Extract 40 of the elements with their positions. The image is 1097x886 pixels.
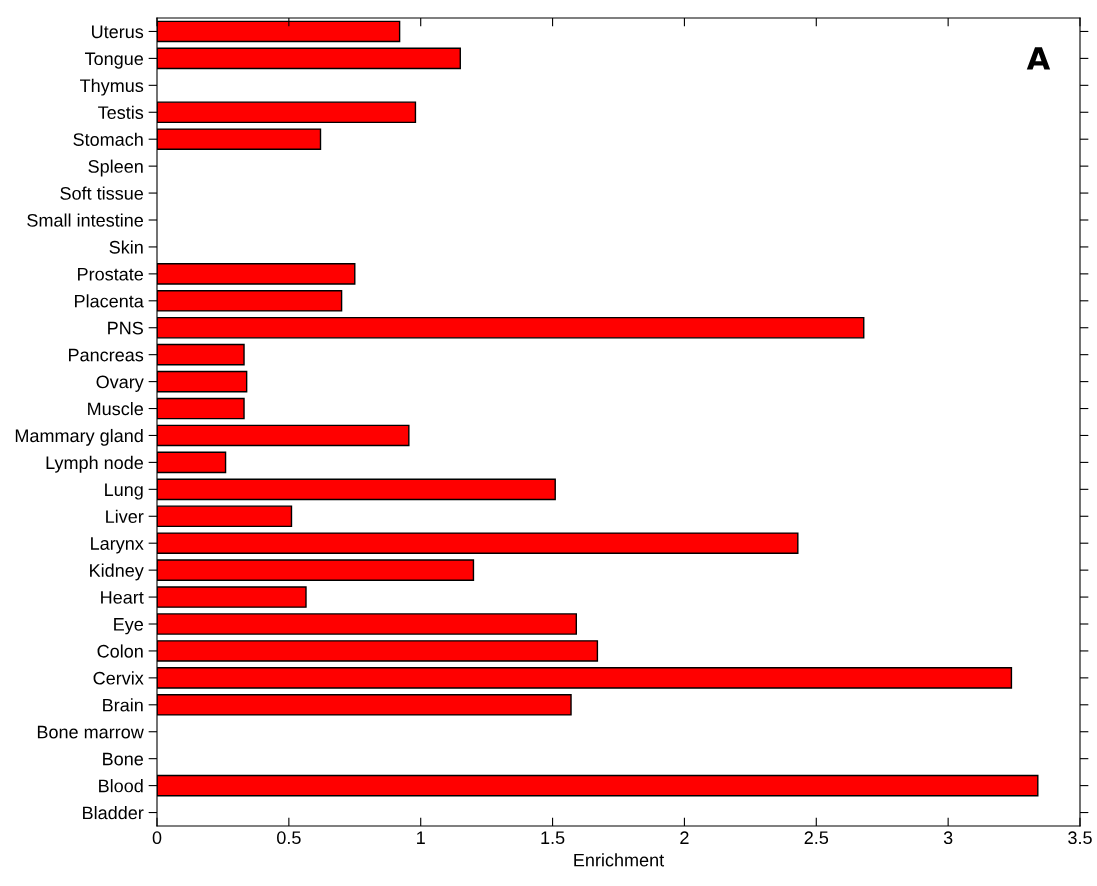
y-tick-label: Lymph node	[46, 455, 144, 473]
y-tick-label: Small intestine	[27, 213, 144, 227]
annotation: A	[1026, 47, 1051, 70]
y-tick-label: Testis	[98, 105, 144, 119]
y-tick-label: Blood	[99, 779, 143, 793]
x-tick-label: 1	[417, 831, 425, 844]
y-tick-label: Cervix	[93, 671, 144, 685]
y-tick-label: Uterus	[92, 25, 144, 39]
y-tick-label: Bone marrow	[37, 725, 144, 739]
x-tick-label: 2	[680, 831, 689, 844]
y-tick-label: Thymus	[80, 78, 144, 96]
x-tick-label: 0	[152, 831, 162, 845]
y-tick-label: Prostate	[78, 267, 144, 281]
x-tick-label: 1.5	[541, 831, 565, 845]
y-tick-label: Colon	[97, 644, 143, 658]
y-tick-label: Mammary gland	[15, 428, 143, 446]
y-tick-label: Ovary	[96, 375, 144, 392]
y-tick-label: Muscle	[88, 401, 144, 416]
y-tick-label: Spleen	[88, 159, 143, 177]
x-tick-label: 0.5	[277, 831, 301, 845]
y-tick-label: Kidney	[90, 563, 144, 581]
y-tick-label: Stomach	[73, 132, 143, 146]
x-tick-label: 3	[943, 831, 953, 845]
y-tick-label: PNS	[108, 321, 143, 335]
x-tick-label: 3.5	[1068, 831, 1092, 845]
y-tick-label: Pancreas	[69, 348, 144, 362]
y-tick-label: Tongue	[84, 52, 144, 69]
y-tick-label: Placenta	[75, 294, 144, 308]
y-tick-label: Skin	[109, 240, 143, 254]
y-tick-label: Heart	[101, 591, 144, 604]
x-tick-label: 2.5	[804, 831, 829, 845]
y-tick-label: Bone	[103, 752, 144, 766]
y-tick-label: Eye	[114, 618, 143, 635]
y-tick-label: Brain	[103, 698, 143, 712]
x-axis-title: Enrichment	[574, 853, 665, 867]
y-tick-label: Soft tissue	[60, 186, 144, 200]
y-tick-label: Lung	[105, 483, 143, 500]
y-tick-label: Bladder	[83, 805, 144, 820]
y-tick-label: Liver	[106, 509, 144, 523]
y-tick-label: Larynx	[91, 537, 144, 554]
